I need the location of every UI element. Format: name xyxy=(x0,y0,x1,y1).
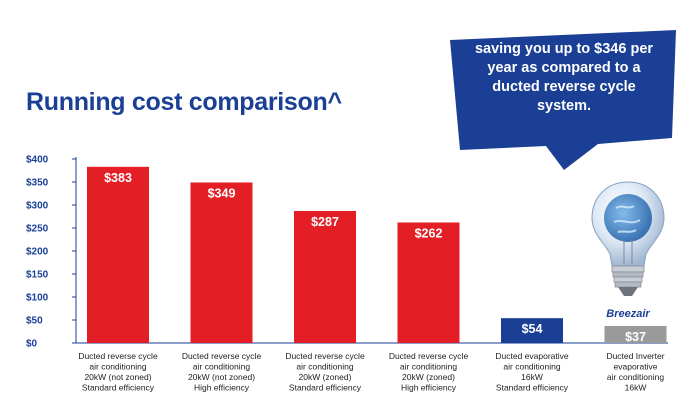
callout-text: saving you up to $346 per year as compar… xyxy=(474,41,654,114)
y-tick-label: $200 xyxy=(26,247,49,258)
bar xyxy=(604,325,667,343)
category-label-line: air conditioning xyxy=(296,362,353,372)
category-label-line: evaporative xyxy=(614,362,658,372)
category-label-line: 20kW (not zoned) xyxy=(84,372,151,382)
category-label-line: Ducted reverse cycle xyxy=(389,351,469,361)
category-label-line: Ducted evaporative xyxy=(495,351,569,361)
category-label-line: 16kW xyxy=(521,372,543,382)
y-tick-label: $100 xyxy=(26,293,49,304)
bar-value-label: $287 xyxy=(311,215,339,229)
category-label-line: 20kW (zoned) xyxy=(402,372,455,382)
savings-callout: saving you up to $346 per year as compar… xyxy=(446,30,678,170)
y-tick-label: $300 xyxy=(26,201,49,212)
bar xyxy=(294,210,356,343)
category-label-line: High efficiency xyxy=(194,383,250,393)
bar xyxy=(190,182,253,343)
breezair-logo: Breezair xyxy=(606,308,650,320)
category-label-line: air conditioning xyxy=(400,362,457,372)
category-label-line: Ducted reverse cycle xyxy=(182,351,262,361)
bar-value-label: $54 xyxy=(522,322,543,336)
category-label-line: Standard efficiency xyxy=(82,383,155,393)
y-tick-label: $50 xyxy=(26,316,43,327)
category-label-line: air conditioning xyxy=(89,362,146,372)
category-label-line: Standard efficiency xyxy=(496,383,569,393)
category-label-line: Ducted reverse cycle xyxy=(285,351,365,361)
category-label-line: air conditioning xyxy=(503,362,560,372)
y-tick-label: $250 xyxy=(26,224,49,235)
callout-banner-shape xyxy=(450,30,676,170)
y-tick-label: $400 xyxy=(26,155,49,166)
bar-value-label: $262 xyxy=(415,226,443,240)
lightbulb-icon xyxy=(591,181,665,296)
category-label: Ducted reverse cycle air conditioning 20kW… xyxy=(285,351,365,393)
category-label-line: Standard efficiency xyxy=(289,383,362,393)
category-label: Ducted Inverter evaporative air conditioni… xyxy=(606,351,664,393)
category-label: Ducted reverse cycle air conditioning 20kW… xyxy=(78,351,158,393)
bar-value-label: $349 xyxy=(208,186,236,200)
category-label: Ducted reverse cycle air conditioning 20kW… xyxy=(182,351,262,393)
category-label-line: air conditioning xyxy=(607,372,664,382)
y-tick-label: $350 xyxy=(26,178,49,189)
bar xyxy=(501,318,563,343)
page-title: Running cost comparison^ xyxy=(26,88,342,116)
category-label-line: High efficiency xyxy=(401,383,457,393)
category-label-line: 20kW (not zoned) xyxy=(188,372,255,382)
y-tick-label: $150 xyxy=(26,270,49,281)
bar-value-label: $383 xyxy=(104,171,132,185)
bar xyxy=(87,166,149,343)
category-label: Ducted reverse cycle air conditioning 20kW… xyxy=(389,351,469,393)
category-label-line: Ducted Inverter xyxy=(606,351,664,361)
category-label-line: 20kW (zoned) xyxy=(299,372,352,382)
bar xyxy=(397,222,460,343)
category-label-line: air conditioning xyxy=(193,362,250,372)
bar-value-label: $37 xyxy=(625,330,646,344)
category-label-line: Ducted reverse cycle xyxy=(78,351,158,361)
category-label: Ducted evaporative air conditioning 16kW St… xyxy=(495,351,569,393)
y-tick-label: $0 xyxy=(26,339,38,350)
category-label-line: 16kW xyxy=(625,383,647,393)
